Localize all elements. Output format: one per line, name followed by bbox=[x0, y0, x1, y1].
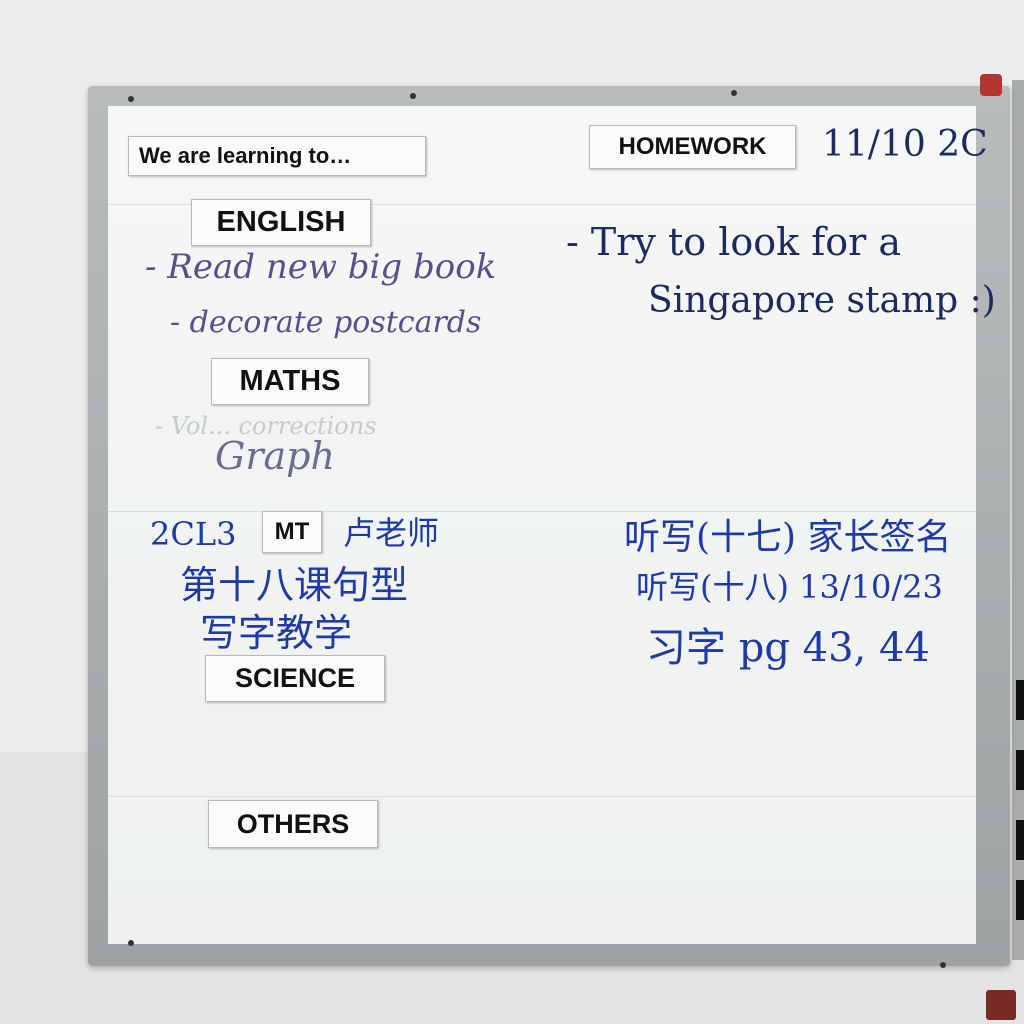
mt-homework-note: 习字 pg 43, 44 bbox=[646, 625, 930, 671]
subject-maths-label: MATHS bbox=[211, 358, 369, 405]
sticker-icon bbox=[986, 990, 1016, 1020]
adjacent-board-edge bbox=[1012, 80, 1024, 960]
mt-homework-note: 听写(十八) 13/10/23 bbox=[636, 568, 943, 606]
english-note: - Read new big book bbox=[145, 247, 497, 287]
header-homework-label: HOMEWORK bbox=[589, 125, 796, 169]
magnet-icon bbox=[980, 74, 1002, 96]
english-note: - decorate postcards bbox=[170, 305, 482, 340]
header-learning-label: We are learning to… bbox=[128, 136, 426, 176]
screw-icon bbox=[128, 96, 134, 102]
mt-teacher-note: 卢老师 bbox=[343, 514, 440, 552]
screw-icon bbox=[731, 90, 737, 96]
homework-note: - Try to look for a bbox=[566, 220, 902, 264]
mt-lesson-note: 写字教学 bbox=[200, 611, 353, 655]
date-note: 11/10 2C bbox=[822, 124, 988, 165]
subject-others-label: OTHERS bbox=[208, 800, 378, 848]
erased-note: - Vol... corrections bbox=[155, 412, 377, 440]
screw-icon bbox=[128, 940, 134, 946]
homework-note: Singapore stamp :) bbox=[648, 280, 996, 321]
subject-english-label: ENGLISH bbox=[191, 199, 371, 246]
subject-science-label: SCIENCE bbox=[205, 655, 385, 702]
subject-mt-label: MT bbox=[262, 511, 322, 553]
mt-homework-note: 听写(十七) 家长签名 bbox=[624, 517, 952, 558]
mt-class-note: 2CL3 bbox=[150, 515, 237, 553]
screw-icon bbox=[940, 962, 946, 968]
mt-lesson-note: 第十八课句型 bbox=[180, 563, 409, 607]
screw-icon bbox=[410, 93, 416, 99]
maths-note: Graph bbox=[215, 434, 335, 478]
